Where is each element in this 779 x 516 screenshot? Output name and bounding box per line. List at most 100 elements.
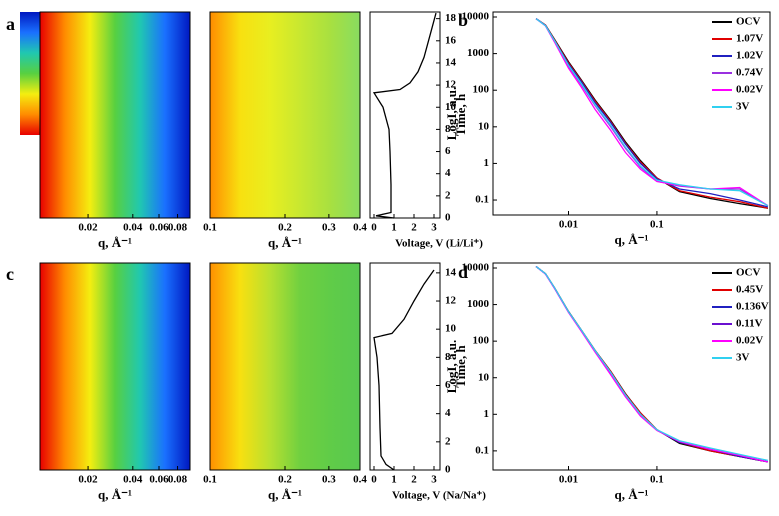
- x-tick-label: 0.01: [559, 219, 578, 231]
- panel-label: c: [6, 264, 14, 284]
- y-tick-label: 1: [484, 408, 490, 420]
- y-tick-label: 0.1: [475, 444, 489, 456]
- x-tick-label: 0.04: [123, 222, 143, 234]
- heatmap: [210, 12, 360, 218]
- heatmap: [40, 12, 190, 218]
- y-tick-label: 14: [445, 266, 457, 278]
- y-tick-label: 10: [445, 101, 457, 113]
- data-line: [535, 265, 769, 463]
- y-axis-label: Time, h: [453, 345, 468, 388]
- x-tick-label: 0: [371, 222, 377, 234]
- x-tick-label: 1: [391, 474, 397, 486]
- x-tick-label: 0.04: [123, 474, 143, 486]
- data-line: [535, 265, 769, 462]
- legend-label: 0.74V: [736, 67, 763, 79]
- data-line: [372, 12, 437, 219]
- x-tick-label: 2: [411, 222, 417, 234]
- y-tick-label: 10: [478, 371, 490, 383]
- y-tick-label: 4: [445, 167, 451, 179]
- panel-label: d: [458, 262, 468, 282]
- legend-label: 0.136V: [736, 301, 769, 313]
- x-tick-label: 0.02: [78, 222, 98, 234]
- x-tick-label: 0.02: [78, 474, 98, 486]
- colorbar: [20, 12, 40, 135]
- legend-label: 1.07V: [736, 33, 763, 45]
- legend-label: OCV: [736, 16, 761, 28]
- legend-label: OCV: [736, 267, 761, 279]
- y-tick-label: 8: [445, 123, 451, 135]
- x-axis-label: q, Å⁻¹: [98, 487, 132, 502]
- x-axis-label: q, Å⁻¹: [615, 232, 649, 247]
- data-line: [535, 265, 769, 463]
- data-line: [535, 265, 769, 463]
- x-tick-label: 0.01: [559, 474, 578, 486]
- x-tick-label: 0.08: [168, 222, 188, 234]
- legend-label: 0.45V: [736, 284, 763, 296]
- data-line: [535, 18, 769, 207]
- plot-frame: [39, 262, 191, 471]
- x-axis-label: Voltage, V (Na/Na⁺): [392, 490, 486, 502]
- heatmap: [210, 263, 360, 470]
- y-tick-label: 100: [473, 84, 490, 96]
- y-tick-label: 10: [445, 323, 457, 335]
- y-tick-label: 6: [445, 379, 451, 391]
- x-tick-label: 0.2: [278, 474, 292, 486]
- y-tick-label: 16: [445, 34, 457, 46]
- y-tick-label: 12: [445, 79, 457, 91]
- x-axis-label: q, Å⁻¹: [268, 235, 302, 250]
- panel-label: a: [6, 14, 15, 34]
- x-tick-label: 0.3: [322, 474, 336, 486]
- x-tick-label: 0.1: [650, 474, 664, 486]
- y-tick-label: 0: [445, 464, 451, 476]
- plot-frame: [492, 262, 771, 471]
- x-axis-label: Voltage, V (Li/Li⁺): [395, 238, 483, 250]
- plot-frame: [39, 11, 191, 219]
- y-tick-label: 100: [473, 335, 490, 347]
- y-axis-label: LogI, a.u.: [444, 340, 459, 393]
- data-line: [535, 265, 769, 463]
- legend-label: 3V: [736, 101, 750, 113]
- x-tick-label: 0.1: [203, 474, 217, 486]
- x-tick-label: 0.4: [353, 222, 367, 234]
- y-tick-label: 10000: [462, 262, 490, 274]
- legend-label: 0.02V: [736, 84, 763, 96]
- x-axis-label: q, Å⁻¹: [98, 235, 132, 250]
- y-tick-label: 18: [445, 12, 457, 24]
- y-tick-label: 2: [445, 189, 451, 201]
- data-line: [373, 269, 435, 471]
- x-axis-label: q, Å⁻¹: [268, 487, 302, 502]
- y-tick-label: 2: [445, 435, 451, 447]
- y-tick-label: 12: [445, 295, 457, 307]
- y-axis-label: LogI, a.u.: [444, 87, 459, 140]
- x-tick-label: 0.1: [650, 219, 664, 231]
- panel-label: b: [458, 10, 468, 30]
- plot-frame: [492, 11, 771, 216]
- x-tick-label: 0.08: [168, 474, 188, 486]
- x-tick-label: 0.2: [278, 222, 292, 234]
- y-tick-label: 14: [445, 56, 457, 68]
- x-tick-label: 0.1: [203, 222, 217, 234]
- x-tick-label: 3: [431, 222, 437, 234]
- x-tick-label: 3: [431, 474, 437, 486]
- plot-frame: [369, 262, 441, 471]
- plot-frame: [369, 11, 441, 219]
- legend-label: 3V: [736, 352, 750, 364]
- x-tick-label: 0.3: [322, 222, 336, 234]
- data-line: [535, 18, 769, 209]
- legend-label: 0.02V: [736, 335, 763, 347]
- data-line: [535, 18, 769, 207]
- legend-label: 0.11V: [736, 318, 763, 330]
- y-tick-label: 0.1: [475, 194, 489, 206]
- y-tick-label: 0: [445, 212, 451, 224]
- y-tick-label: 10: [478, 120, 490, 132]
- x-tick-label: 0.4: [353, 474, 367, 486]
- data-line: [535, 265, 769, 463]
- y-tick-label: 1000: [467, 47, 490, 59]
- y-tick-label: 1: [484, 157, 490, 169]
- y-axis-label: Time, h: [453, 93, 468, 136]
- y-tick-label: 8: [445, 351, 451, 363]
- y-tick-label: 4: [445, 407, 451, 419]
- heatmap: [40, 263, 190, 470]
- data-line: [535, 18, 769, 209]
- legend-label: 1.02V: [736, 50, 763, 62]
